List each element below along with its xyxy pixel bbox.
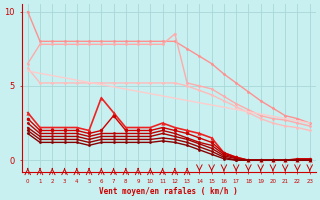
X-axis label: Vent moyen/en rafales ( km/h ): Vent moyen/en rafales ( km/h ) [99,187,238,196]
